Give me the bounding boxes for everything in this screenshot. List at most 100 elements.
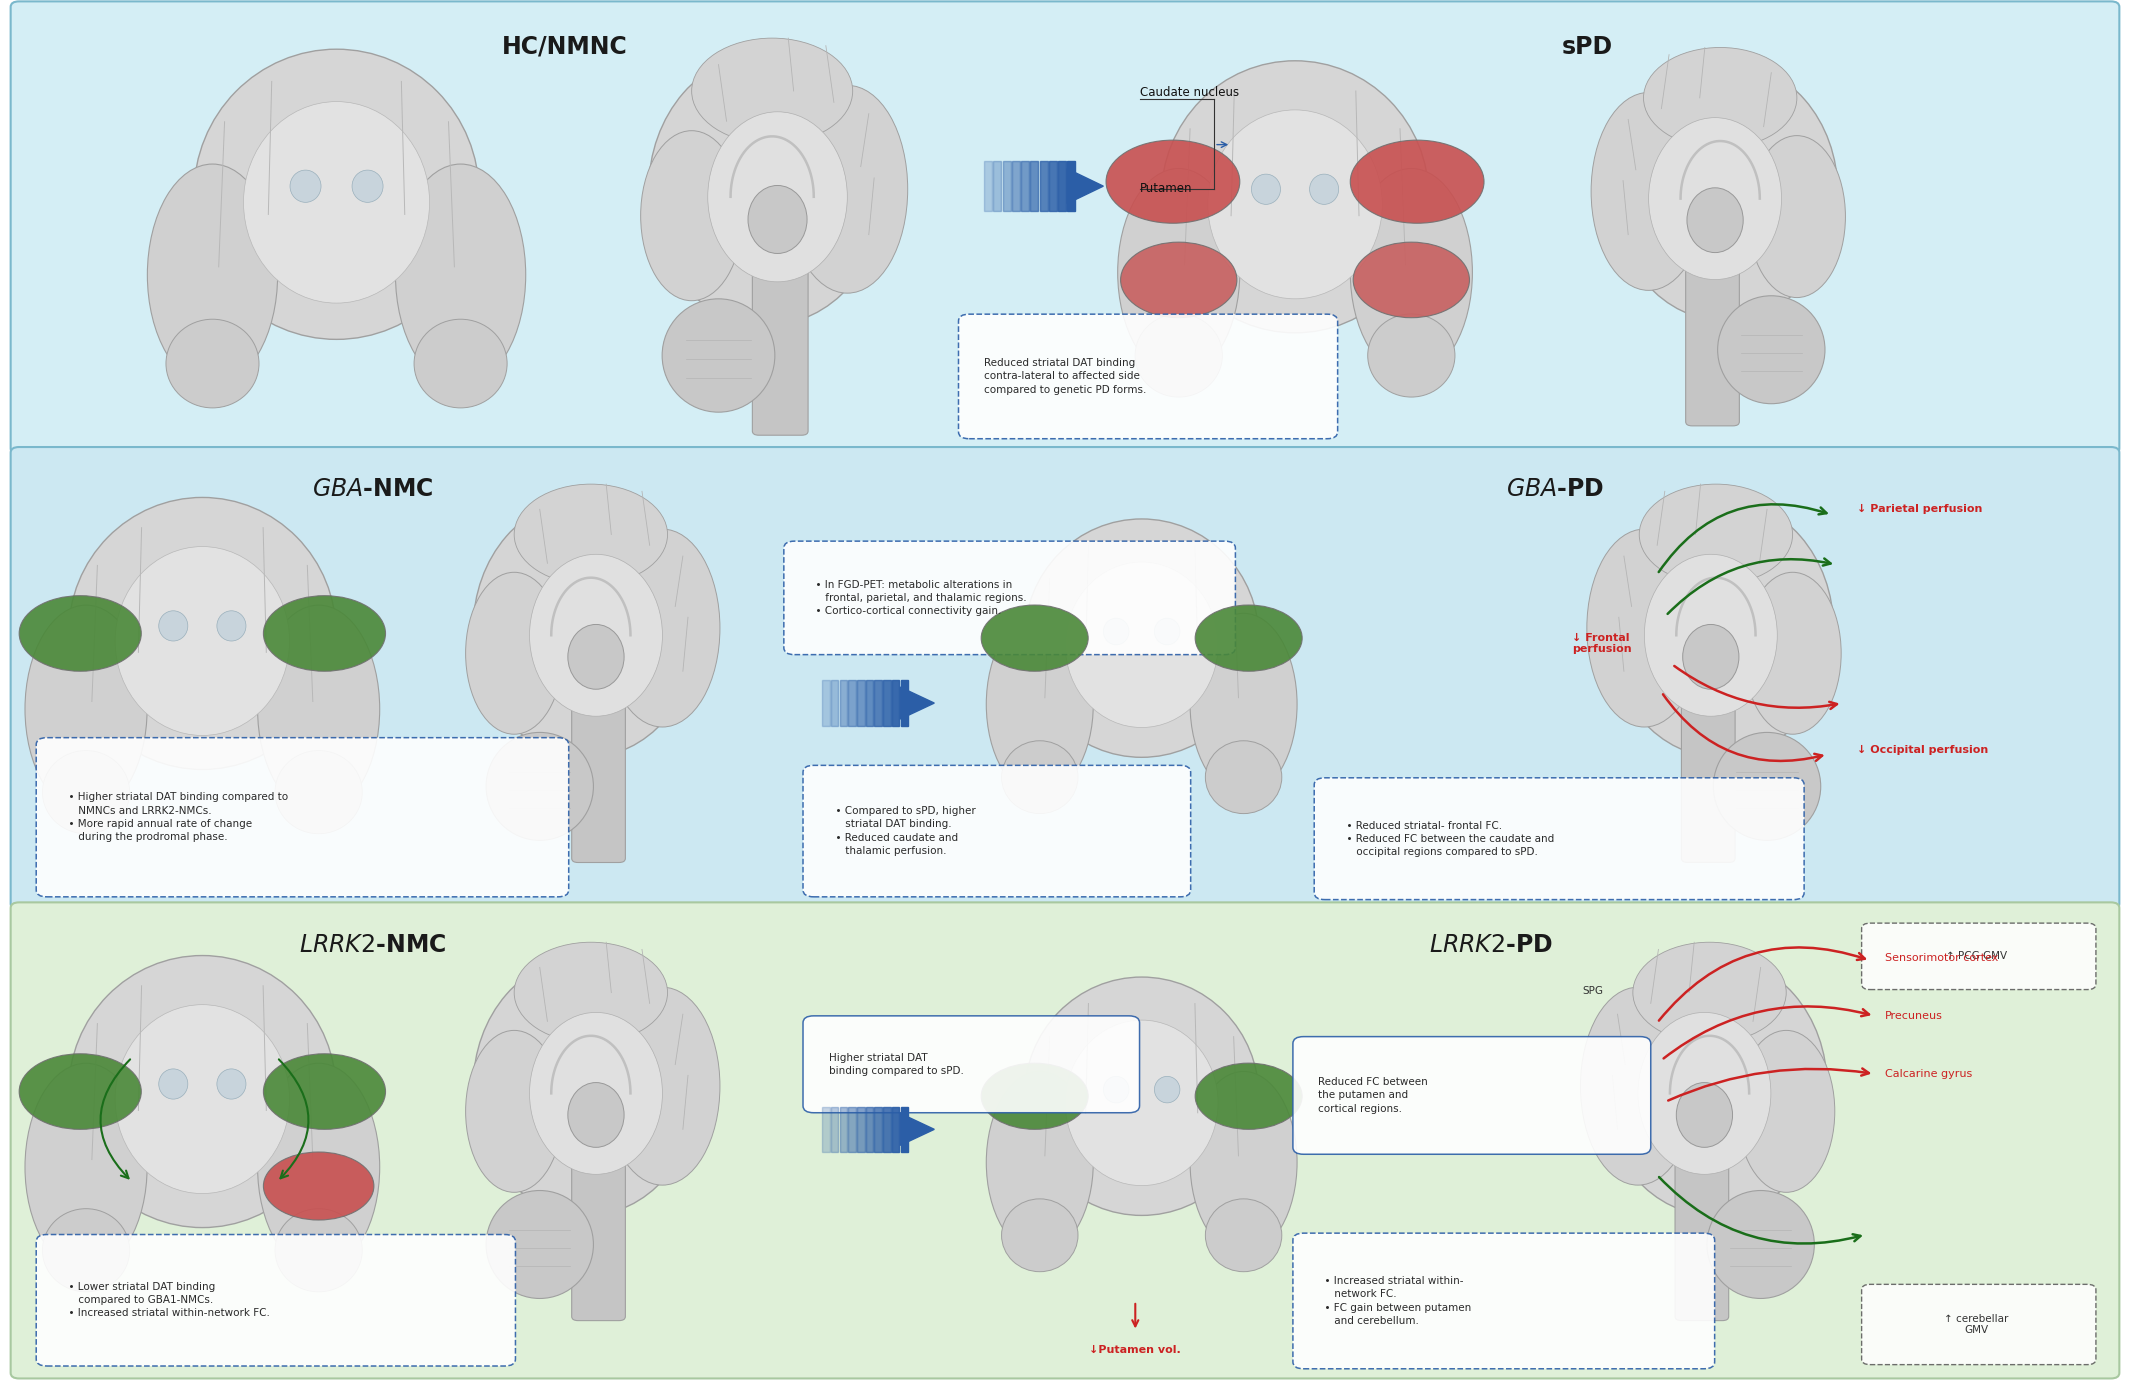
Text: $\it{GBA}$-PD: $\it{GBA}$-PD	[1506, 477, 1604, 501]
Ellipse shape	[115, 547, 290, 735]
Text: HC/NMNC: HC/NMNC	[501, 35, 628, 58]
Ellipse shape	[43, 1208, 130, 1291]
Ellipse shape	[473, 498, 699, 757]
Ellipse shape	[243, 101, 430, 303]
Bar	[901, 681, 907, 725]
FancyBboxPatch shape	[36, 1235, 515, 1366]
FancyBboxPatch shape	[958, 314, 1338, 439]
Ellipse shape	[513, 484, 667, 585]
Text: Reduced FC between
the putamen and
cortical regions.: Reduced FC between the putamen and corti…	[1318, 1077, 1429, 1114]
Ellipse shape	[68, 955, 337, 1228]
Bar	[984, 161, 993, 210]
Bar	[848, 681, 856, 725]
Ellipse shape	[1118, 169, 1240, 376]
Ellipse shape	[264, 1151, 375, 1221]
FancyBboxPatch shape	[1674, 1161, 1730, 1320]
FancyBboxPatch shape	[803, 1016, 1140, 1113]
Text: • Compared to sPD, higher
     striatal DAT binding.
  • Reduced caudate and
   : • Compared to sPD, higher striatal DAT b…	[829, 807, 976, 855]
Ellipse shape	[1135, 314, 1223, 397]
Ellipse shape	[1738, 1030, 1834, 1192]
Text: ↓Putamen vol.: ↓Putamen vol.	[1088, 1345, 1182, 1355]
Bar	[865, 681, 873, 725]
Ellipse shape	[986, 1071, 1093, 1254]
Ellipse shape	[160, 1068, 187, 1099]
Ellipse shape	[1676, 1082, 1732, 1147]
Polygon shape	[1067, 169, 1103, 203]
Bar	[822, 681, 831, 725]
FancyBboxPatch shape	[1293, 1233, 1715, 1369]
Ellipse shape	[982, 605, 1088, 671]
Bar	[1003, 161, 1010, 210]
Ellipse shape	[473, 956, 699, 1215]
Ellipse shape	[662, 299, 775, 412]
Ellipse shape	[19, 595, 141, 671]
Ellipse shape	[1252, 174, 1280, 205]
Ellipse shape	[147, 165, 277, 386]
Ellipse shape	[160, 610, 187, 641]
Text: sPD: sPD	[1561, 35, 1612, 58]
Ellipse shape	[258, 1063, 379, 1271]
Ellipse shape	[1717, 296, 1825, 404]
Ellipse shape	[217, 1068, 245, 1099]
Ellipse shape	[258, 605, 379, 812]
Ellipse shape	[1206, 740, 1282, 814]
Ellipse shape	[166, 320, 260, 408]
FancyBboxPatch shape	[1862, 923, 2096, 990]
Ellipse shape	[486, 732, 594, 840]
Ellipse shape	[1640, 484, 1793, 585]
Text: • Higher striatal DAT binding compared to
     NMNCs and LRRK2-NMCs.
  • More ra: • Higher striatal DAT binding compared t…	[62, 793, 288, 841]
Ellipse shape	[1191, 613, 1297, 796]
Bar	[1020, 161, 1029, 210]
FancyBboxPatch shape	[752, 268, 807, 435]
Ellipse shape	[1713, 732, 1821, 840]
Ellipse shape	[1025, 977, 1259, 1215]
Text: Putamen: Putamen	[1140, 183, 1193, 195]
Ellipse shape	[1367, 314, 1455, 397]
Ellipse shape	[569, 624, 624, 689]
FancyBboxPatch shape	[571, 703, 626, 862]
FancyBboxPatch shape	[11, 902, 2119, 1378]
Text: • Lower striatal DAT binding
     compared to GBA1-NMCs.
  • Increased striatal : • Lower striatal DAT binding compared to…	[62, 1282, 271, 1319]
Bar	[1012, 161, 1020, 210]
Bar	[831, 1107, 839, 1151]
FancyBboxPatch shape	[1293, 1037, 1651, 1154]
Polygon shape	[901, 1113, 935, 1146]
Ellipse shape	[275, 1208, 362, 1291]
Text: • Reduced striatal- frontal FC.
  • Reduced FC between the caudate and
     occi: • Reduced striatal- frontal FC. • Reduce…	[1340, 821, 1555, 857]
Text: • Increased striatal within-
     network FC.
  • FC gain between putamen
     a: • Increased striatal within- network FC.…	[1318, 1276, 1472, 1326]
Ellipse shape	[1649, 118, 1781, 280]
Ellipse shape	[1191, 1071, 1297, 1254]
Ellipse shape	[217, 610, 245, 641]
Ellipse shape	[641, 130, 743, 300]
Ellipse shape	[1001, 740, 1078, 814]
FancyBboxPatch shape	[784, 541, 1235, 655]
Ellipse shape	[707, 112, 848, 282]
FancyBboxPatch shape	[11, 1, 2119, 454]
Ellipse shape	[1687, 188, 1742, 253]
Ellipse shape	[1591, 93, 1706, 291]
Ellipse shape	[1120, 242, 1238, 318]
Ellipse shape	[466, 573, 562, 734]
Ellipse shape	[1195, 1063, 1301, 1129]
Text: ↓ Occipital perfusion: ↓ Occipital perfusion	[1857, 745, 1989, 756]
Text: Calcarine gyrus: Calcarine gyrus	[1885, 1068, 1972, 1080]
Ellipse shape	[413, 320, 507, 408]
Bar	[865, 1107, 873, 1151]
Ellipse shape	[19, 1053, 141, 1129]
Bar	[831, 681, 839, 725]
Ellipse shape	[1105, 140, 1240, 223]
Bar	[993, 161, 1001, 210]
Bar	[856, 681, 865, 725]
Bar	[884, 681, 890, 725]
Text: • In FGD-PET: metabolic alterations in
     frontal, parietal, and thalamic regi: • In FGD-PET: metabolic alterations in f…	[809, 580, 1027, 616]
Bar	[892, 681, 899, 725]
Ellipse shape	[1208, 109, 1382, 299]
Bar	[1031, 161, 1039, 210]
Ellipse shape	[264, 595, 386, 671]
Bar	[875, 1107, 882, 1151]
Text: ↓ Parietal perfusion: ↓ Parietal perfusion	[1857, 504, 1983, 515]
FancyBboxPatch shape	[1685, 267, 1740, 426]
Text: SPG: SPG	[1583, 985, 1604, 996]
Ellipse shape	[26, 1063, 147, 1271]
Ellipse shape	[1161, 61, 1429, 332]
